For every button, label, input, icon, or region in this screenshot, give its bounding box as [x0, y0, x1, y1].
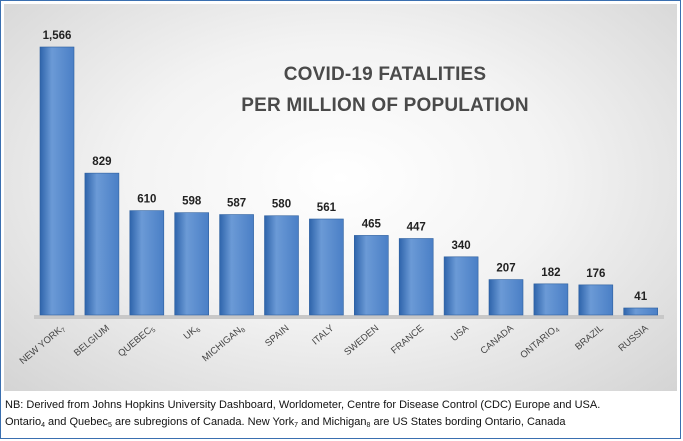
data-label: 587: [227, 198, 246, 210]
x-tick-label: BRAZIL: [573, 323, 606, 353]
x-tick-label: USA: [449, 322, 472, 343]
data-label: 1,566: [43, 30, 72, 42]
x-tick-label: QUEBEC5: [116, 323, 158, 361]
x-tick-label: SWEDEN: [342, 323, 381, 358]
data-label: 447: [407, 222, 426, 234]
x-tick-label: CANADA: [479, 322, 517, 356]
data-label: 340: [452, 240, 471, 252]
x-tick-label: ITALY: [310, 322, 337, 347]
bar-usa: [443, 256, 479, 316]
bar-michigan: [219, 214, 254, 316]
x-tick-label: UK6: [182, 323, 203, 343]
data-label: 465: [362, 218, 382, 230]
footnote-segment: are US States bording Ontario, Canada: [370, 416, 566, 428]
footnote-line-1: NB: Derived from Johns Hopkins Universit…: [5, 399, 601, 411]
data-label: 580: [272, 199, 291, 211]
footnote-subscript: 7: [294, 422, 299, 429]
bar-uk: [174, 212, 209, 316]
chart-title-line-2: PER MILLION OF POPULATION: [241, 95, 529, 116]
bar-russia: [623, 307, 659, 316]
data-label: 207: [496, 263, 515, 275]
footnote-line-2: Ontario4 and Quebec5 are subregions of C…: [5, 414, 680, 431]
bar-ontario: [533, 283, 569, 316]
data-label: 182: [541, 267, 560, 279]
data-label: 561: [317, 202, 337, 214]
bar-quebec: [129, 210, 165, 316]
footnote: NB: Derived from Johns Hopkins Universit…: [5, 397, 680, 431]
data-label: 598: [182, 196, 202, 208]
baseline-shadow: [34, 315, 664, 319]
bar-new-york: [39, 46, 75, 316]
bar-italy: [309, 218, 344, 316]
data-label: 610: [137, 194, 156, 206]
x-tick-label: BELGIUM: [72, 323, 112, 359]
footnote-subscript: 5: [107, 422, 112, 429]
x-tick-label: RUSSIA: [616, 322, 651, 354]
footnote-subscript: 4: [41, 422, 45, 429]
footnote-segment: Ontario: [5, 416, 42, 428]
bar-spain: [264, 215, 299, 316]
footnote-subscript: 8: [366, 422, 371, 429]
data-label: 176: [586, 268, 605, 280]
bar-sweden: [353, 235, 389, 316]
footnote-segment: are subregions of Canada. New York: [111, 416, 295, 428]
bar-chart: 1,566 NEW YORK7 829 BELGIUM 610 QUEBEC5 598 UK6…: [18, 30, 664, 368]
x-tick-label: ONTARIO4: [518, 323, 561, 362]
x-tick-label: SPAIN: [263, 323, 291, 349]
chart-title-line-1: COVID-19 FATALITIES: [283, 64, 487, 85]
x-tick-label: NEW YORK7: [18, 323, 68, 368]
data-label: 829: [92, 156, 111, 168]
bar-france: [398, 238, 434, 316]
bar-belgium: [84, 172, 120, 316]
bar-brazil: [578, 284, 614, 316]
footnote-segment: and Quebec: [44, 416, 108, 428]
bar-canada: [488, 279, 524, 316]
data-label: 41: [634, 291, 647, 303]
x-tick-label: FRANCE: [389, 323, 426, 357]
x-tick-label: MICHIGAN8: [200, 323, 247, 365]
footnote-segment: and Michigan: [298, 416, 367, 428]
